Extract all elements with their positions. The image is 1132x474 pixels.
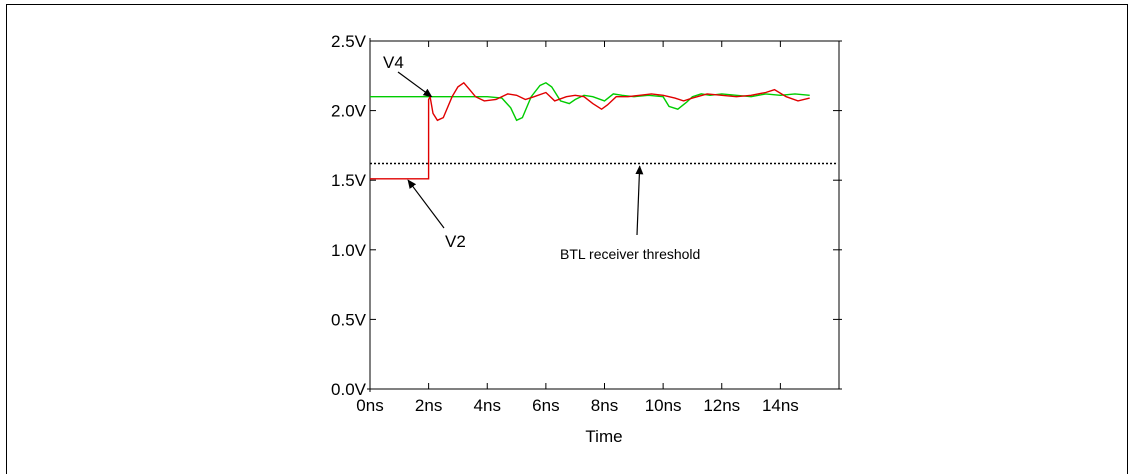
line-chart: 0ns 2ns 4ns 6ns 8ns 10ns 12ns 14ns 0.0V 0.5V 1.0V… [331,32,842,446]
y-tick-label: 1.5V [331,171,367,190]
plot-area [369,40,840,390]
y-tick-label: 0.0V [331,380,367,399]
x-tick-label: 8ns [591,396,618,415]
y-tick-label: 0.5V [331,310,367,329]
annotation-arrow [407,179,445,229]
x-tick-label: 6ns [532,396,559,415]
y-tick-label: 1.0V [331,241,367,260]
x-tick-label: 14ns [762,396,799,415]
annotation-layer: V4 V2 BTL receiver threshold [383,53,700,262]
x-tick-label: 0ns [356,396,383,415]
annotation-label: V2 [445,232,466,251]
x-axis-title: Time [585,427,622,446]
y-tick-label: 2.0V [331,102,367,121]
x-axis: 0ns 2ns 4ns 6ns 8ns 10ns 12ns 14ns [356,41,842,415]
series-line-v4 [370,81,810,122]
x-tick-label: 2ns [415,396,442,415]
x-tick-label: 4ns [474,396,501,415]
x-tick-label: 12ns [703,396,740,415]
figure-frame [6,4,1128,474]
y-tick-label: 2.5V [331,32,367,51]
annotation-label: BTL receiver threshold [560,246,700,262]
series-layer [370,81,838,180]
x-tick-label: 10ns [645,396,682,415]
annotation-arrow [397,71,433,98]
annotation-label: V4 [383,53,404,72]
series-line-v2 [370,81,810,180]
y-axis: 0.0V 0.5V 1.0V 1.5V 2.0V 2.5V [331,32,842,399]
annotation-arrow [635,165,644,236]
